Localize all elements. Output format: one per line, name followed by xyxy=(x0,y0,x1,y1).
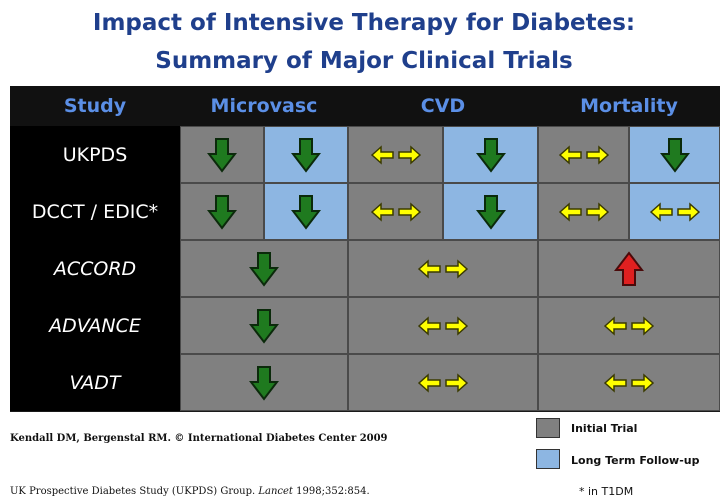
left-right-arrow-icon xyxy=(603,315,655,336)
left-right-arrow-icon xyxy=(603,372,655,393)
trials-table: Study Microvasc CVD Mortality UKPDS DCCT … xyxy=(10,86,720,412)
result-cell xyxy=(629,126,720,183)
study-name: UKPDS xyxy=(10,126,180,183)
down-arrow-icon xyxy=(249,308,279,344)
result-cell xyxy=(180,354,348,411)
result-cell xyxy=(348,297,538,354)
legend-follow-label: Long Term Follow-up xyxy=(571,454,700,467)
header-cvd: CVD xyxy=(348,86,538,126)
reference-journal: Lancet xyxy=(258,486,293,497)
down-arrow-icon xyxy=(475,194,506,230)
result-cell xyxy=(348,240,538,297)
result-cell xyxy=(264,126,348,183)
study-name: ADVANCE xyxy=(10,297,180,354)
down-arrow-icon xyxy=(291,194,321,230)
legend-initial-swatch xyxy=(536,418,560,438)
result-cell xyxy=(629,183,720,240)
left-right-arrow-icon xyxy=(558,201,609,222)
down-arrow-icon xyxy=(291,137,321,173)
study-name: DCCT / EDIC* xyxy=(10,183,180,240)
result-cell xyxy=(264,183,348,240)
down-arrow-icon xyxy=(475,137,506,173)
left-right-arrow-icon xyxy=(370,201,421,222)
result-cell xyxy=(538,126,629,183)
result-cell xyxy=(348,126,443,183)
result-cell xyxy=(348,183,443,240)
result-cell xyxy=(180,297,348,354)
study-name: VADT xyxy=(10,354,180,411)
reference-text: UK Prospective Diabetes Study (UKPDS) Gr… xyxy=(10,486,370,497)
result-cell xyxy=(538,297,720,354)
down-arrow-icon xyxy=(659,137,690,173)
footnote: * in T1DM xyxy=(579,485,634,498)
result-cell xyxy=(180,183,264,240)
header-microvasc: Microvasc xyxy=(180,86,348,126)
left-right-arrow-icon xyxy=(649,201,700,222)
left-right-arrow-icon xyxy=(558,144,609,165)
result-cell xyxy=(538,183,629,240)
down-arrow-icon xyxy=(207,194,237,230)
up-arrow-icon xyxy=(614,250,644,286)
left-right-arrow-icon xyxy=(370,144,421,165)
title-line-2: Summary of Major Clinical Trials xyxy=(155,48,573,74)
down-arrow-icon xyxy=(207,137,237,173)
study-name: ACCORD xyxy=(10,240,180,297)
title-line-1: Impact of Intensive Therapy for Diabetes… xyxy=(92,10,636,36)
legend-initial-label: Initial Trial xyxy=(571,422,638,435)
down-arrow-icon xyxy=(249,251,279,287)
result-cell xyxy=(180,126,264,183)
result-cell xyxy=(443,183,538,240)
result-cell xyxy=(538,354,720,411)
left-right-arrow-icon xyxy=(417,258,469,279)
result-cell xyxy=(538,240,720,297)
credit-text: Kendall DM, Bergenstal RM. © Internation… xyxy=(10,433,388,444)
header-study: Study xyxy=(10,86,180,126)
result-cell xyxy=(348,354,538,411)
reference-prefix: UK Prospective Diabetes Study (UKPDS) Gr… xyxy=(10,486,259,497)
left-right-arrow-icon xyxy=(417,372,469,393)
reference-suffix: 1998;352:854. xyxy=(292,486,370,497)
result-cell xyxy=(443,126,538,183)
header-mortality: Mortality xyxy=(538,86,720,126)
down-arrow-icon xyxy=(249,365,279,401)
left-right-arrow-icon xyxy=(417,315,469,336)
result-cell xyxy=(180,240,348,297)
legend-follow-swatch xyxy=(536,449,560,469)
